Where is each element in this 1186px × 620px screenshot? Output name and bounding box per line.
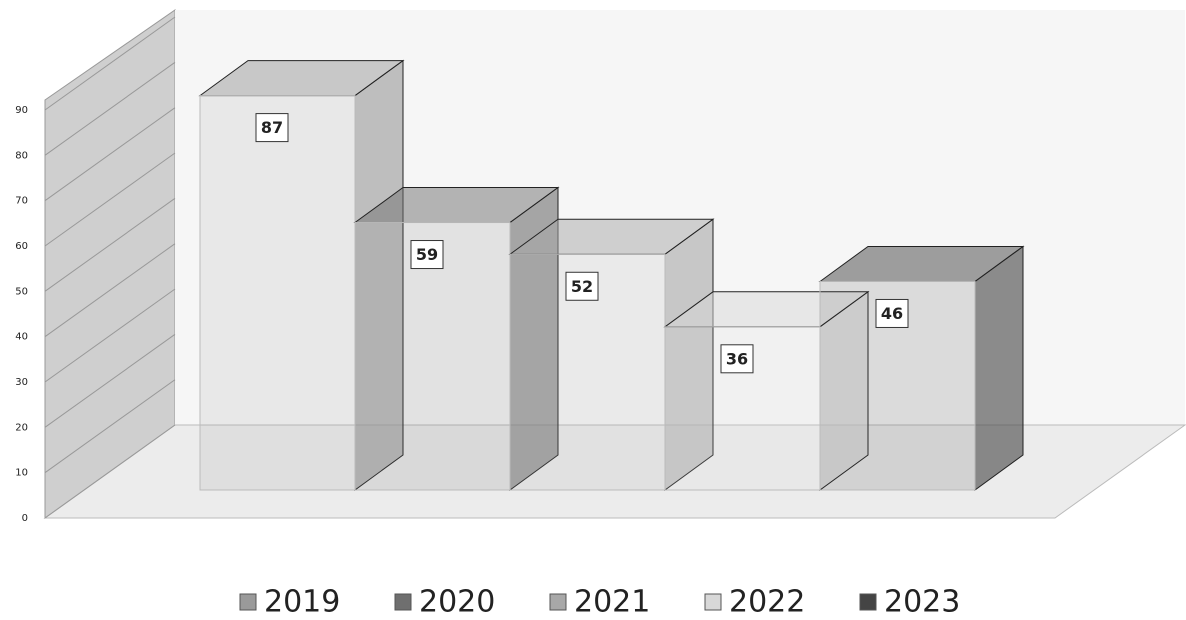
value-label: 87 [261, 118, 283, 137]
legend-label: 2021 [574, 585, 650, 620]
legend-swatch [549, 593, 567, 611]
legend-label: 2022 [729, 585, 805, 620]
grid-line [44, 152, 176, 247]
value-label-box [875, 298, 909, 328]
value-label-box [720, 344, 754, 374]
grid-line [44, 288, 176, 383]
legend-swatch [394, 593, 412, 611]
grid-line [44, 379, 176, 474]
y-tick-label: 0 [22, 513, 28, 524]
value-label: 46 [881, 304, 903, 323]
bar-side [974, 245, 1024, 491]
bar [818, 245, 1025, 491]
y-tick-label: 70 [15, 196, 28, 207]
y-tick-label: 20 [15, 422, 28, 433]
back-wall [175, 10, 1185, 425]
y-tick-label: 30 [15, 377, 28, 388]
grid-line [44, 333, 176, 428]
grid-line [44, 61, 176, 156]
value-label-box [565, 271, 599, 301]
value-label: 59 [416, 245, 438, 264]
bar [508, 218, 715, 491]
legend-swatch [239, 593, 257, 611]
value-label: 52 [571, 277, 593, 296]
legend-swatch [859, 593, 877, 611]
y-tick-label: 10 [15, 468, 28, 479]
y-tick-label: 60 [15, 241, 28, 252]
y-tick-label: 80 [15, 150, 28, 161]
legend-label: 2020 [419, 585, 495, 620]
value-label: 36 [726, 349, 748, 368]
legend-label: 2019 [264, 585, 340, 620]
grid-line [44, 243, 176, 338]
value-label-box [255, 113, 289, 143]
grid-line [44, 16, 176, 111]
legend-label: 2023 [884, 585, 960, 620]
bar [198, 59, 405, 491]
grid-line [44, 424, 176, 519]
grid-line [44, 197, 176, 292]
y-tick-label: 90 [15, 105, 28, 116]
value-label-box [410, 240, 444, 270]
grid-line [44, 107, 176, 202]
y-tick-label: 50 [15, 286, 28, 297]
y-tick-label: 40 [15, 332, 28, 343]
bar-front [199, 95, 356, 491]
legend-swatch [704, 593, 722, 611]
